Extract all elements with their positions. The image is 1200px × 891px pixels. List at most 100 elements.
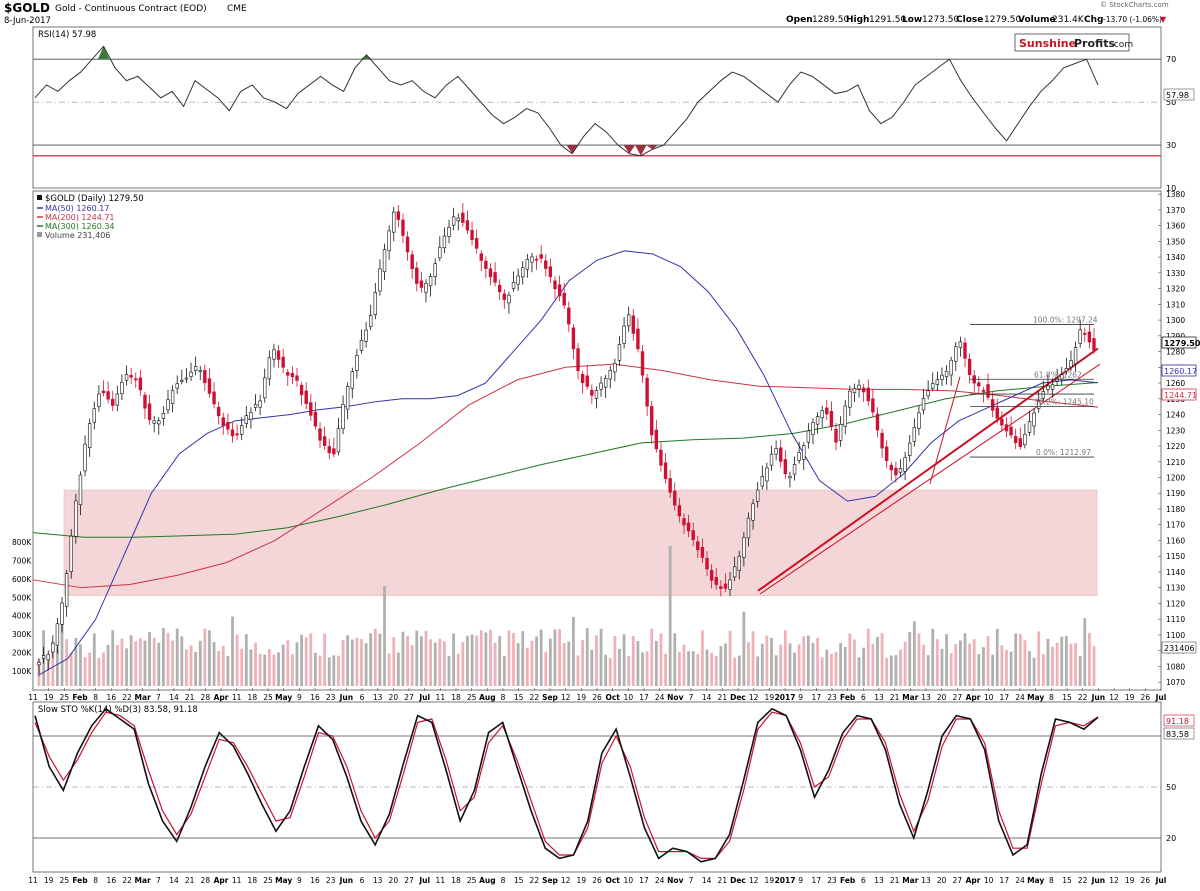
x-tick-bottom: 23 [827, 876, 837, 885]
candle-body [415, 267, 419, 284]
volume-tick-label: 500K [12, 593, 32, 602]
low-value: 1273.50 [922, 15, 959, 25]
candle-body [935, 379, 940, 385]
volume-bar [940, 648, 944, 686]
ma200-line [32, 363, 1099, 589]
candle-body [931, 383, 935, 389]
volume-bar [125, 648, 128, 686]
candle-body [345, 386, 350, 410]
ma50-tag-value: 1260.17 [1164, 367, 1197, 376]
candle-body [562, 292, 566, 306]
volume-bar [770, 637, 773, 686]
chart-date: 8-Jun-2017 [4, 16, 51, 26]
candle-body [967, 358, 972, 375]
volume-bar [590, 649, 594, 686]
rsi-oversold-fill [646, 145, 658, 150]
candle-body [226, 421, 230, 430]
candle-body [797, 452, 801, 461]
candle-body [608, 370, 612, 380]
x-tick-bottom: 17 [812, 876, 822, 885]
x-tick-top: 11 [28, 693, 38, 702]
x-tick-bottom: 10 [984, 876, 994, 885]
candle-body [230, 429, 235, 437]
candle-body [714, 576, 718, 585]
candle-body [51, 642, 55, 653]
legend-ma50: MA(50) 1260.17 [45, 204, 109, 213]
volume-tick-label: 300K [12, 630, 32, 639]
volume-bar [945, 634, 948, 686]
x-tick-bottom: 18 [451, 876, 461, 885]
candle-body [470, 229, 474, 241]
candle-body [474, 238, 479, 249]
volume-bar [143, 640, 147, 686]
volume-bar [696, 653, 700, 686]
x-tick-bottom: 11 [232, 876, 242, 885]
fib-level-label: 0.0%: 1212.97 [1036, 448, 1091, 457]
volume-bar [1055, 642, 1059, 686]
volume-bar [848, 633, 852, 686]
candle-body [843, 405, 847, 427]
rsi-tick-label: 30 [1166, 141, 1176, 150]
candle-body [746, 517, 751, 539]
volume-bar [747, 642, 750, 686]
price-tick-label: 1290 [1166, 332, 1185, 341]
price-tick-label: 1280 [1166, 348, 1185, 357]
candle-body [442, 235, 447, 249]
x-tick-bottom: 9 [297, 876, 302, 885]
x-tick-top: 9 [297, 693, 302, 702]
trend-lines [757, 347, 1101, 595]
candle-body [216, 406, 221, 417]
candle-body [861, 387, 866, 393]
volume-bar [470, 634, 474, 686]
volume-bar [899, 649, 902, 686]
candle-body [884, 446, 889, 462]
x-tick-top: 28 [201, 693, 211, 702]
x-tick-top: 10 [984, 693, 994, 702]
volume-bar [659, 633, 663, 686]
candle-body [903, 457, 907, 472]
candle-body [235, 433, 239, 436]
x-tick-bottom: Aug [479, 876, 496, 885]
rsi-tick-label: 10 [1166, 184, 1176, 193]
candle-body [530, 256, 534, 263]
volume-bar [1000, 645, 1004, 686]
volume-bar [931, 628, 935, 686]
candle-body [912, 426, 917, 442]
volume-bar [249, 649, 253, 686]
candle-body [355, 355, 359, 371]
x-tick-bottom: 15 [1062, 876, 1072, 885]
ma200-tag-value: 1244.71 [1164, 391, 1197, 400]
candle-body [240, 425, 244, 435]
candle-body [686, 522, 691, 532]
candle-body [521, 267, 525, 278]
candle-body [175, 383, 179, 389]
price-tick-label: 1380 [1166, 190, 1185, 199]
candle-body [995, 407, 999, 419]
x-tick-top: 15 [1062, 693, 1072, 702]
volume-bar [1083, 618, 1087, 686]
x-tick-bottom: Jun [1091, 876, 1105, 885]
x-tick-bottom: Feb [840, 876, 856, 885]
candle-body [382, 249, 387, 273]
volume-bar [129, 635, 133, 686]
volume-bar [1005, 649, 1008, 686]
x-tick-top: 12 [1109, 693, 1119, 702]
x-tick-top: Nov [667, 693, 683, 702]
x-tick-top: 8 [1049, 693, 1054, 702]
candle-body [313, 411, 318, 427]
rsi-legend: RSI(14) 57.98 [38, 30, 96, 40]
volume-bar [636, 640, 640, 686]
volume-bar [585, 628, 589, 686]
candle-body [1092, 338, 1096, 351]
x-tick-top: 17 [1000, 693, 1010, 702]
volume-bar [613, 636, 617, 686]
candle-body [811, 422, 815, 435]
volume-bar [1064, 635, 1068, 686]
candle-body [567, 307, 571, 325]
x-tick-top: 22 [530, 693, 540, 702]
rsi-value-tag: 57.98 [1163, 88, 1195, 101]
x-tick-top: 21 [890, 693, 900, 702]
volume-bar [502, 655, 506, 686]
price-legend: $GOLD (Daily) 1279.50 MA(50) 1260.17 MA(… [37, 194, 144, 240]
candle-body [1050, 384, 1055, 390]
